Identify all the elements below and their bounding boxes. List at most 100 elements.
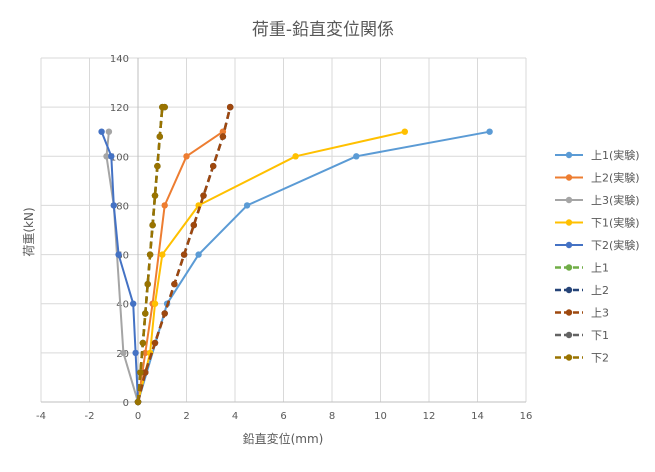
x-tick-label: 2 [183, 411, 189, 422]
x-tick-label: 12 [423, 411, 436, 422]
x-tick-label: 8 [329, 411, 335, 422]
data-point [120, 349, 127, 357]
x-tick-label: 6 [280, 411, 286, 422]
data-point [486, 128, 493, 135]
legend-item: 上3(実験) [555, 193, 640, 207]
y-tick-label: 80 [116, 201, 129, 212]
x-axis-label: 鉛直変位(mm) [243, 431, 324, 446]
series-line [137, 130, 224, 403]
series-10 [134, 103, 168, 406]
legend-item: 上2(実験) [555, 171, 640, 185]
data-point [161, 202, 168, 209]
legend-label: 上3(実験) [591, 193, 640, 207]
legend-item: 下1(実験) [555, 216, 640, 230]
data-point [151, 192, 159, 199]
y-axis-label: 荷重(kN) [22, 207, 36, 256]
data-point [161, 103, 168, 111]
legend-item: 上1(実験) [555, 148, 640, 162]
legend-label: 下1 [591, 329, 609, 342]
legend-item: 下2 [555, 352, 609, 365]
y-tick-label: 60 [116, 251, 129, 262]
data-point [105, 128, 113, 135]
legend-label: 上2 [591, 284, 609, 297]
legend-swatch-marker [565, 219, 573, 226]
data-point [154, 162, 161, 170]
legend-swatch-marker [565, 286, 573, 294]
data-point [144, 280, 151, 288]
data-point [161, 310, 168, 317]
legend-swatch-marker [565, 241, 573, 249]
series-layer [98, 103, 493, 406]
series-5 [98, 128, 142, 406]
series-1 [134, 128, 493, 406]
data-point [108, 153, 115, 160]
data-point [219, 128, 227, 135]
axes: -4-20246810121416020406080100120140 [36, 54, 532, 422]
data-point [195, 251, 202, 258]
legend-swatch-marker [565, 309, 573, 316]
data-point [243, 202, 251, 209]
legend-swatch-marker [565, 264, 573, 271]
legend-label: 上1(実験) [591, 148, 640, 162]
data-point [227, 103, 234, 111]
legend-label: 上2(実験) [591, 171, 640, 185]
data-point [151, 339, 159, 347]
data-point [151, 300, 159, 307]
legend-item: 下2(実験) [555, 238, 640, 252]
data-point [115, 251, 122, 258]
data-point [401, 128, 408, 135]
x-tick-label: 14 [471, 411, 484, 422]
x-tick-label: 10 [374, 411, 387, 422]
data-point [98, 128, 105, 135]
data-point [159, 251, 166, 258]
data-point [142, 349, 149, 357]
legend-label: 下1(実験) [591, 216, 640, 230]
legend-item: 上1 [555, 262, 609, 275]
data-point [292, 153, 299, 160]
legend-swatch-marker [565, 331, 573, 339]
data-point [137, 369, 144, 376]
series-4 [134, 128, 408, 406]
data-point [210, 162, 217, 170]
series-line [137, 130, 406, 403]
data-point [146, 251, 154, 258]
legend-item: 上3 [555, 307, 609, 320]
data-point [142, 310, 149, 317]
y-tick-label: 40 [116, 300, 129, 311]
legend-label: 下2(実験) [591, 238, 640, 252]
data-point [142, 369, 149, 376]
data-point [103, 153, 110, 160]
x-tick-label: 16 [520, 411, 533, 422]
legend-swatch-marker [565, 151, 573, 159]
legend: 上1(実験) 上2(実験) 上3(実験) 下1(実験) 下2(実験) 上1 上2 上3 下1 下2 [555, 148, 640, 365]
data-point [353, 153, 360, 160]
legend-swatch-marker [565, 196, 573, 204]
x-tick-label: 0 [135, 411, 141, 422]
data-point [132, 349, 139, 357]
data-point [110, 202, 118, 209]
data-point [139, 339, 147, 347]
series-8 [134, 103, 234, 406]
y-tick-label: 140 [110, 54, 129, 65]
y-tick-label: 0 [123, 398, 129, 409]
legend-label: 下2 [591, 352, 609, 365]
x-tick-label: -2 [85, 411, 95, 422]
data-point [149, 221, 156, 229]
data-point [190, 221, 197, 229]
data-point [130, 300, 137, 307]
chart-title: 荷重-鉛直変位関係 [252, 20, 394, 40]
data-point [171, 280, 178, 288]
data-point [200, 192, 207, 199]
data-point [156, 133, 163, 140]
series-line [137, 130, 490, 403]
y-tick-label: 120 [110, 103, 129, 114]
legend-swatch-marker [565, 354, 573, 361]
legend-swatch-marker [565, 174, 573, 181]
legend-label: 上3 [591, 307, 609, 320]
data-point [183, 153, 190, 160]
legend-item: 上2 [555, 284, 609, 297]
y-tick-label: 100 [110, 152, 129, 163]
x-tick-label: -4 [36, 411, 46, 422]
